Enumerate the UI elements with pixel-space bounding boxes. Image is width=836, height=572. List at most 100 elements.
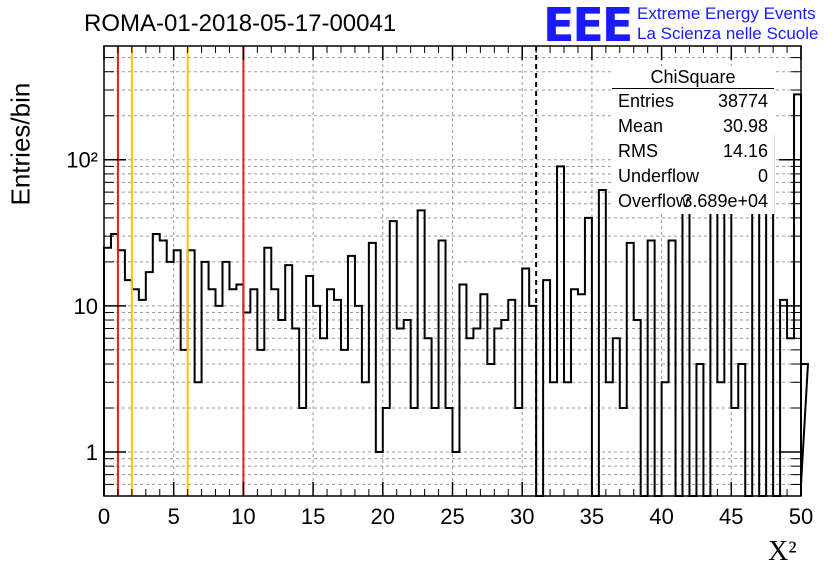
histogram-bin [216, 306, 223, 496]
histogram-bin [174, 250, 181, 496]
histogram-bin [717, 382, 724, 496]
histogram-bin [355, 306, 362, 496]
histogram-bin [264, 248, 271, 496]
histogram-bin [466, 338, 473, 496]
histogram-bin [271, 289, 278, 496]
histogram-bin [146, 272, 153, 496]
stats-key: Underflow [618, 166, 700, 186]
histogram-bin [404, 320, 411, 496]
x-tick-label: 30 [510, 504, 534, 529]
histogram-bin [153, 234, 160, 496]
y-tick-label: 1 [86, 440, 98, 465]
histogram-bin [487, 364, 494, 496]
histogram-bin [132, 289, 139, 496]
histogram-bin [118, 250, 125, 496]
logo-tagline-2: La Scienza nelle Scuole [637, 24, 819, 43]
x-tick-label: 0 [98, 504, 110, 529]
logo-tagline-1: Extreme Energy Events [637, 4, 816, 23]
stats-value: 38774 [717, 91, 768, 111]
stats-key: RMS [618, 141, 658, 161]
histogram-bin [376, 452, 383, 496]
histogram-bin [738, 364, 745, 496]
histogram-bin [696, 364, 703, 496]
histogram-bin [522, 269, 529, 496]
histogram-bin [787, 338, 794, 496]
histogram-bin [285, 265, 292, 496]
histogram-bin [480, 294, 487, 496]
histogram-bin [794, 94, 801, 496]
histogram-bin [222, 262, 229, 496]
histogram-bin [648, 241, 655, 496]
y-tick-label: 10² [66, 148, 98, 173]
histogram-bin [243, 313, 250, 496]
stats-value: 14.16 [722, 141, 768, 161]
x-axis-label: X² [768, 536, 797, 567]
stats-value: 30.98 [722, 116, 768, 136]
x-tick-label: 40 [649, 504, 673, 529]
histogram-bin [501, 320, 508, 496]
histogram-bin [383, 408, 390, 496]
y-axis-label-text: Entries/bin [5, 82, 36, 206]
stats-box: ChiSquare Entries 38774 Mean 30.98 RMS 14.1… [612, 66, 774, 214]
stats-value: 0 [757, 166, 768, 186]
x-tick-label: 20 [371, 504, 395, 529]
histogram-bin [418, 210, 425, 496]
y-axis-label: Entries/bin [6, 83, 36, 206]
y-tick-label: 10 [74, 294, 98, 319]
stats-row-underflow: Underflow 0 [612, 164, 774, 189]
chart-title: ROMA-01-2018-05-17-00041 [84, 10, 397, 37]
stats-key: Overflow [618, 191, 690, 211]
histogram-bin [188, 250, 195, 496]
histogram-bin [209, 289, 216, 496]
histogram-bin [334, 300, 341, 496]
histogram-bin [229, 289, 236, 496]
histogram-bin [446, 408, 453, 496]
x-tick-label: 15 [301, 504, 325, 529]
histogram-bin [390, 221, 397, 496]
histogram-bin [620, 408, 627, 496]
histogram-bin [160, 241, 167, 496]
histogram-bin [195, 382, 202, 496]
histogram-bin [139, 300, 146, 496]
histogram-bin [306, 276, 313, 496]
histogram-bin [515, 408, 522, 496]
histogram-bin [362, 382, 369, 496]
histogram-bin [578, 294, 585, 496]
histogram-bin [459, 285, 466, 496]
histogram-bin [411, 408, 418, 496]
histogram-bin [529, 306, 536, 496]
eee-logo: EEE [543, 0, 633, 52]
x-tick-label: 10 [231, 504, 255, 529]
histogram-bin [439, 241, 446, 496]
histogram-bin [250, 289, 257, 496]
x-tick-label: 45 [719, 504, 743, 529]
histogram-bin [724, 181, 731, 496]
histogram-bin [550, 382, 557, 496]
histogram-bin [320, 338, 327, 496]
histogram-bin [181, 350, 188, 496]
stats-row-mean: Mean 30.98 [612, 114, 774, 139]
histogram-bin [669, 241, 676, 496]
histogram-bin [425, 338, 432, 496]
histogram-bin [557, 166, 564, 496]
histogram-bin [543, 280, 550, 496]
histogram-bin [167, 262, 174, 496]
histogram-bin [125, 280, 132, 496]
histogram-bin [683, 189, 690, 496]
histogram-bin [236, 285, 243, 496]
histogram-bin [508, 300, 515, 496]
histogram-bin [292, 329, 299, 496]
histogram-bin [613, 338, 620, 496]
histogram-bin [571, 289, 578, 496]
histogram-bin [348, 256, 355, 496]
histogram-bin [397, 329, 404, 496]
stats-row-rms: RMS 14.16 [612, 139, 774, 164]
histogram-bin [257, 350, 264, 496]
histogram-bin [634, 320, 641, 496]
stats-key: Mean [618, 116, 664, 136]
x-tick-label: 5 [168, 504, 180, 529]
histogram-bin [606, 382, 613, 496]
histogram-bin [494, 329, 501, 496]
stats-row-entries: Entries 38774 [612, 89, 774, 114]
histogram-bin [278, 320, 285, 496]
